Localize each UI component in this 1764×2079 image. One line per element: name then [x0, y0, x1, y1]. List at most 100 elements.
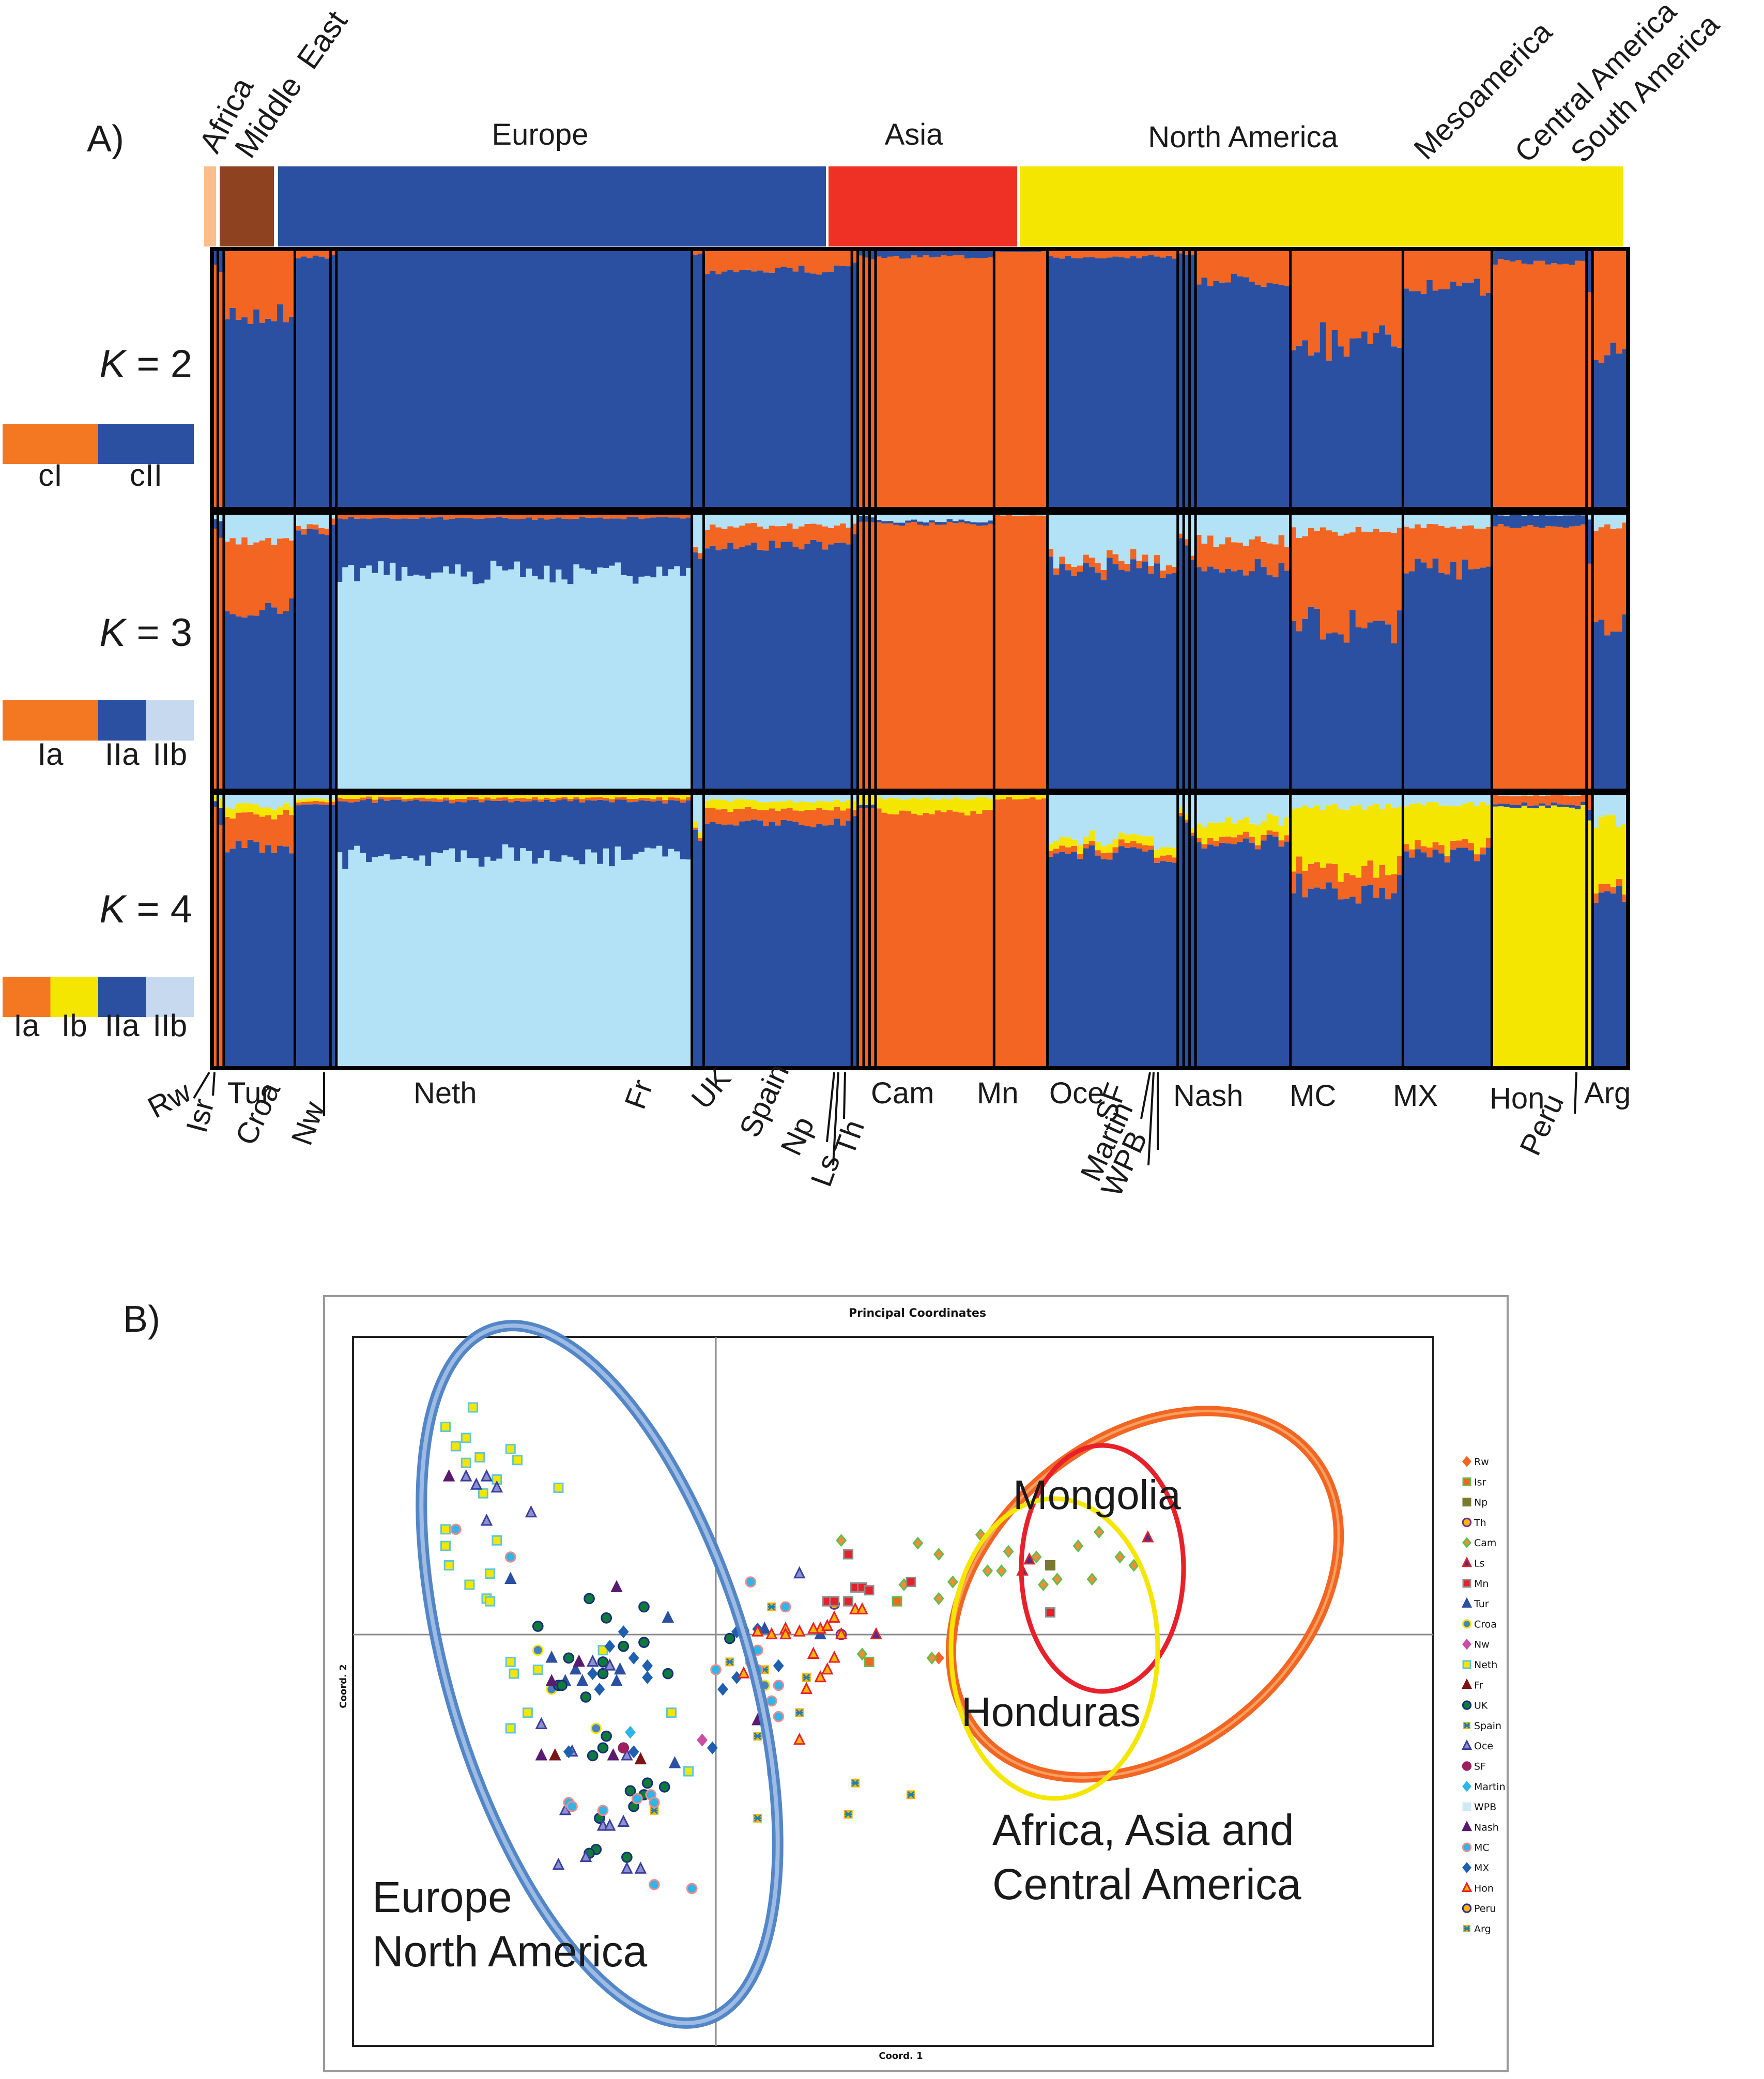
admixture-segment-IIb	[419, 855, 426, 1068]
annotation-line: Africa, Asia and	[992, 1806, 1294, 1854]
admixture-segment-IIa	[988, 520, 994, 524]
admixture-segment-IIa	[1326, 360, 1332, 509]
admixture-segment-IIa	[1515, 515, 1522, 528]
admixture-segment-IIb	[526, 851, 532, 1068]
admixture-segment-Ia	[1504, 526, 1510, 791]
admixture-segment-Ia	[899, 258, 906, 509]
admixture-segment-Ia	[1338, 535, 1344, 635]
admixture-segment-Ia	[911, 522, 917, 791]
admixture-segment-IIa	[787, 268, 793, 509]
admixture-segment-IIb	[573, 564, 580, 791]
admixture-segment-IIa	[1408, 571, 1415, 791]
admixture-segment-Ib	[745, 800, 751, 808]
point-cam	[1072, 1539, 1084, 1553]
admixture-segment-Ia	[1308, 249, 1314, 356]
pcoa-legend: RwIsrNpThCamLsMnTurCroaNwNethFrUKSpainOc…	[1461, 1456, 1506, 1935]
admixture-segment-IIa	[538, 249, 544, 509]
admixture-segment-IIa	[1278, 846, 1285, 1068]
admixture-segment-Ia	[1018, 516, 1024, 791]
admixture-segment-IIa	[1462, 848, 1469, 1068]
admixture-segment-IIa	[739, 821, 746, 1068]
admixture-segment-Ia	[751, 523, 758, 543]
admixture-segment-Ia	[295, 526, 301, 531]
cluster-label: IIa	[105, 737, 140, 772]
cluster-label: cII	[130, 458, 162, 492]
admixture-segment-IIb	[306, 793, 313, 798]
admixture-segment-Ia	[591, 513, 597, 518]
point-spain	[753, 1732, 762, 1741]
admixture-segment-Ia	[668, 513, 674, 518]
point-cam	[1003, 1545, 1014, 1558]
admixture-segment-IIa	[1480, 295, 1486, 509]
legend-marker-neth	[1462, 1660, 1471, 1669]
admixture-segment-IIb	[763, 513, 770, 529]
admixture-segment-Ia	[1219, 837, 1226, 843]
cluster-swatch-cII	[98, 424, 194, 464]
admixture-segment-IIa	[1077, 859, 1083, 1068]
population-label: Cam	[871, 1076, 934, 1110]
admixture-segment-Ia	[1492, 795, 1498, 805]
admixture-segment-Ia	[703, 249, 710, 274]
marker-asterisk	[754, 1732, 761, 1740]
admixture-segment-IIa	[455, 518, 462, 565]
admixture-segment-Ia	[544, 797, 550, 800]
admixture-segment-Ia	[1592, 531, 1599, 622]
admixture-segment-IIb	[502, 844, 509, 1068]
admixture-segment-IIb	[1302, 513, 1309, 536]
admixture-segment-IIb	[869, 513, 876, 518]
admixture-segment-IIa	[597, 799, 604, 864]
admixture-segment-Ia	[1361, 249, 1368, 332]
admixture-segment-IIa	[668, 800, 674, 849]
admixture-segment-IIb	[567, 856, 574, 1068]
admixture-segment-Ia	[526, 513, 532, 518]
admixture-segment-IIa	[674, 249, 681, 509]
point-uk	[621, 1852, 633, 1863]
admixture-segment-IIa	[745, 269, 751, 509]
admixture-segment-Ia	[650, 799, 657, 802]
admixture-segment-Ia	[1023, 798, 1030, 1068]
k-label: K = 4	[99, 887, 192, 931]
admixture-segment-IIa	[573, 518, 580, 565]
point-uk	[724, 1633, 735, 1644]
admixture-segment-IIb	[662, 856, 669, 1068]
admixture-segment-IIb	[662, 576, 669, 791]
admixture-segment-IIb	[775, 513, 781, 527]
admixture-segment-Ia	[579, 799, 586, 803]
admixture-segment-Ia	[680, 513, 686, 519]
admixture-segment-IIa	[271, 321, 278, 509]
admixture-segment-IIa	[1527, 249, 1534, 265]
admixture-segment-Ia	[277, 538, 284, 614]
admixture-segment-Ib	[1432, 802, 1439, 842]
admixture-segment-IIb	[1278, 513, 1285, 535]
admixture-segment-Ia	[1545, 795, 1552, 806]
admixture-segment-IIb	[579, 568, 586, 791]
admixture-segment-IIb	[1124, 793, 1131, 835]
admixture-segment-IIa	[804, 272, 811, 509]
admixture-segment-IIa	[348, 802, 355, 850]
admixture-segment-IIa	[461, 518, 467, 577]
admixture-segment-IIa	[1581, 802, 1587, 806]
admixture-segment-Ib	[1610, 815, 1617, 887]
admixture-segment-Ib	[1154, 850, 1160, 858]
admixture-segment-Ia	[271, 545, 278, 608]
admixture-segment-IIb	[461, 576, 467, 791]
admixture-segment-Ia	[1249, 249, 1255, 282]
admixture-segment-IIa	[1112, 564, 1119, 791]
admixture-segment-IIb	[810, 793, 817, 803]
point-mc	[631, 1793, 643, 1805]
admixture-segment-IIa	[472, 799, 479, 858]
admixture-segment-Ia	[538, 799, 544, 802]
point-oce	[586, 1654, 599, 1667]
admixture-segment-IIa	[1107, 859, 1113, 1068]
admixture-segment-IIa	[970, 522, 977, 525]
admixture-segment-IIa	[1219, 573, 1226, 791]
admixture-segment-IIb	[703, 513, 710, 530]
admixture-segment-IIa	[958, 519, 965, 522]
admixture-segment-IIa	[1249, 571, 1255, 791]
admixture-segment-IIa	[1290, 621, 1297, 791]
admixture-segment-IIa	[1562, 249, 1569, 264]
admixture-segment-Ia	[1266, 249, 1273, 283]
admixture-segment-IIa	[567, 801, 574, 857]
admixture-segment-IIb	[1290, 793, 1297, 810]
admixture-segment-IIb	[437, 572, 443, 791]
